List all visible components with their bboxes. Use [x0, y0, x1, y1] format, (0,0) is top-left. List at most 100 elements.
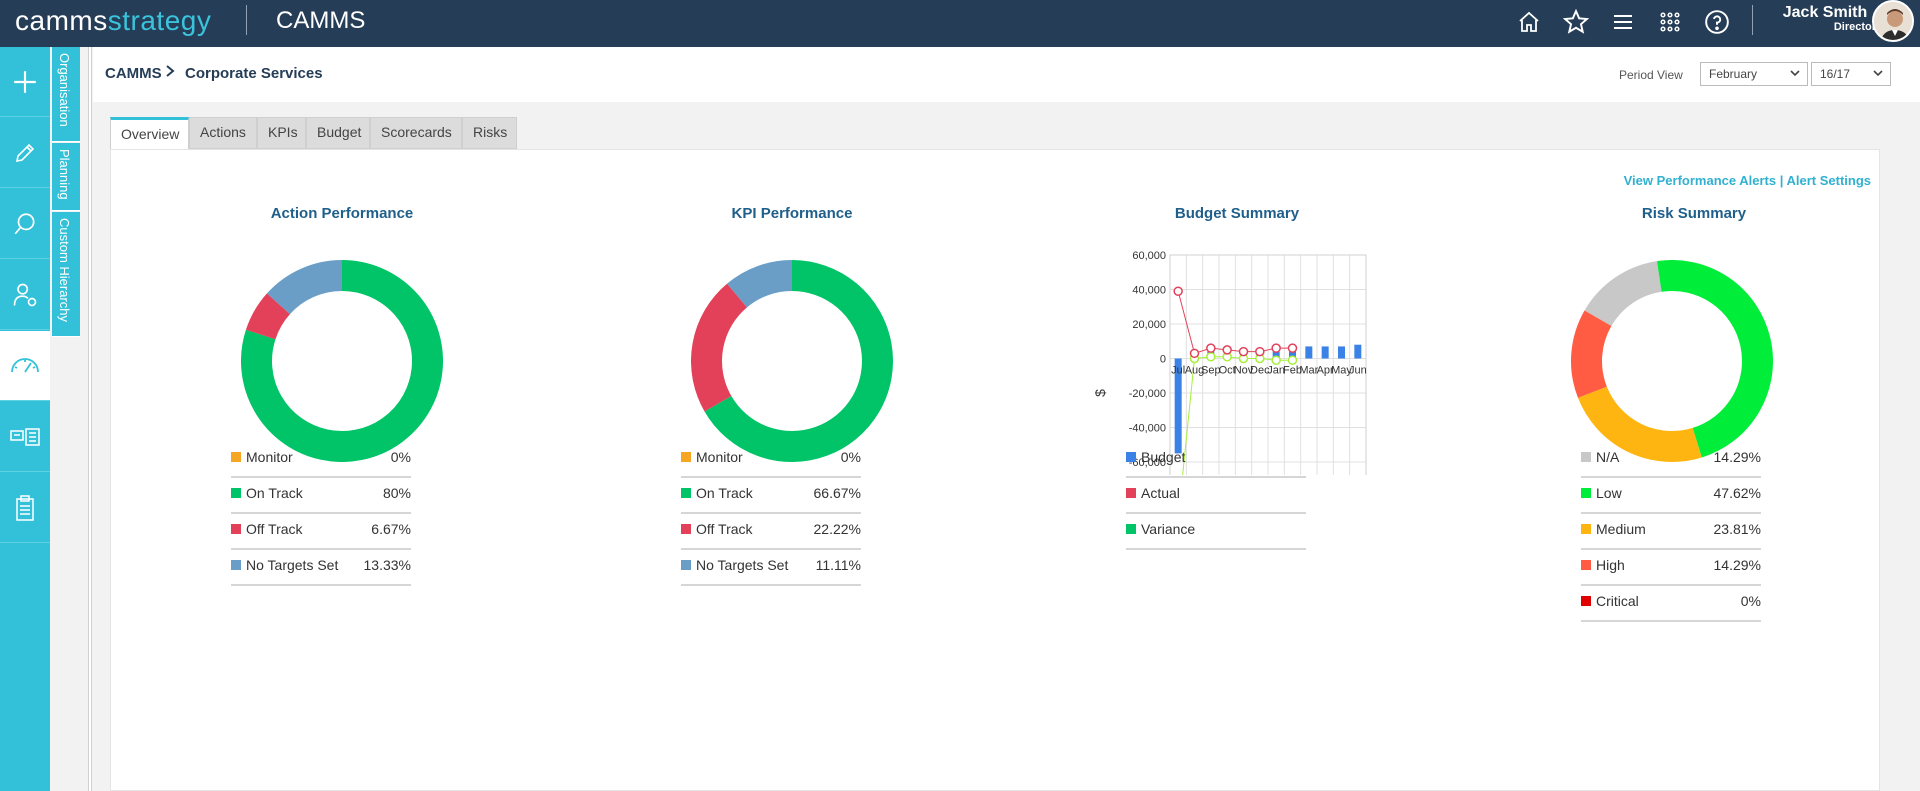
header-bar: CAMMS Corporate Services Period View Feb… [93, 47, 1920, 102]
risk-legend-row[interactable]: Low 47.62% [1581, 478, 1761, 514]
star-icon[interactable] [1561, 7, 1591, 37]
home-icon[interactable] [1514, 7, 1544, 37]
budget-bar[interactable] [1354, 344, 1362, 359]
kpi-slice-no-targets-set[interactable] [727, 260, 793, 308]
tab-actions[interactable]: Actions [189, 117, 257, 149]
legend-value: 14.29% [1713, 449, 1761, 465]
action-performance-donut[interactable] [241, 260, 443, 462]
cards-icon[interactable] [0, 402, 50, 472]
risk-slice-high[interactable] [1571, 310, 1612, 398]
budget-legend-row[interactable]: Variance [1126, 514, 1306, 550]
user-settings-icon[interactable] [0, 260, 50, 330]
vtab-organisation[interactable]: Organisation [52, 47, 80, 142]
budget-bar[interactable] [1289, 351, 1296, 359]
breadcrumb-root[interactable]: CAMMS [105, 65, 162, 82]
action-legend-row[interactable]: On Track 80% [231, 478, 411, 514]
budget-bar[interactable] [1174, 358, 1182, 454]
legend-label: Medium [1596, 521, 1646, 537]
kpi-legend-row[interactable]: No Targets Set 11.11% [681, 550, 861, 586]
user-role: Director [1833, 21, 1876, 33]
help-icon[interactable] [1702, 7, 1732, 37]
actual-point[interactable] [1222, 345, 1232, 355]
action-legend-row[interactable]: Monitor 0% [231, 442, 411, 478]
action-legend-row[interactable]: Off Track 6.67% [231, 514, 411, 550]
budget-bar[interactable] [1272, 351, 1280, 359]
budget-bar[interactable] [1338, 346, 1345, 359]
kpi-legend-row[interactable]: On Track 66.67% [681, 478, 861, 514]
variance-point[interactable] [1206, 352, 1216, 362]
document-icon[interactable] [0, 473, 50, 543]
add-icon[interactable] [0, 47, 50, 117]
variance-point[interactable] [1271, 355, 1281, 365]
x-tick-label: Mar [1299, 365, 1318, 377]
action-slice-on-track[interactable] [241, 260, 443, 462]
period-month-select[interactable]: February [1700, 62, 1808, 86]
action-slice-off-track[interactable] [245, 293, 291, 340]
budget-legend-row[interactable]: Actual [1126, 478, 1306, 514]
y-tick-label: 40,000 [1132, 285, 1166, 297]
kpi-performance-legend: Monitor 0% On Track 66.67% Off Track 22.22% No… [681, 442, 861, 586]
budget-bar[interactable] [1305, 346, 1313, 359]
kpi-performance-donut[interactable] [691, 260, 893, 462]
alerts-links: View Performance Alerts | Alert Settings [1624, 173, 1871, 188]
period-year-select[interactable]: 16/17 [1811, 62, 1891, 86]
alert-settings-link[interactable]: Alert Settings [1786, 173, 1871, 188]
risk-summary-legend: N/A 14.29% Low 47.62% Medium 23.81% High 14.29%… [1581, 442, 1761, 622]
tab-risks[interactable]: Risks [462, 117, 517, 149]
budget-legend-row[interactable]: Budget [1126, 442, 1306, 478]
action-legend-row[interactable]: No Targets Set 13.33% [231, 550, 411, 586]
tab-kpis[interactable]: KPIs [257, 117, 306, 149]
kpi-legend-row[interactable]: Monitor 0% [681, 442, 861, 478]
risk-summary-title: Risk Summary [1641, 205, 1747, 222]
vtab-custom-hierarchy[interactable]: Custom Hierarchy [52, 212, 80, 337]
risk-legend-row[interactable]: N/A 14.29% [1581, 442, 1761, 478]
tab-budget[interactable]: Budget [306, 117, 370, 149]
x-tick-label: Jan [1267, 365, 1285, 377]
x-tick-label: Oct [1219, 365, 1236, 377]
actual-point[interactable] [1238, 346, 1249, 357]
menu-icon[interactable] [1608, 7, 1638, 37]
risk-legend-row[interactable]: Critical 0% [1581, 586, 1761, 622]
app-title: CAMMS [276, 7, 366, 34]
avatar[interactable] [1872, 0, 1914, 42]
risk-summary-donut[interactable] [1571, 260, 1773, 462]
vtab-custom-hierarchy-label: Custom Hierarchy [57, 218, 72, 323]
risk-slice-n-a[interactable] [1584, 261, 1663, 327]
risk-legend-row[interactable]: Medium 23.81% [1581, 514, 1761, 550]
x-tick-label: Jun [1349, 365, 1367, 377]
app-logo[interactable]: cammsstrategy [15, 5, 211, 37]
actual-point[interactable] [1173, 286, 1183, 296]
search-icon[interactable] [0, 189, 50, 259]
tab-scorecards[interactable]: Scorecards [370, 117, 462, 149]
view-performance-alerts-link[interactable]: View Performance Alerts [1623, 173, 1777, 188]
actual-point[interactable] [1206, 343, 1216, 353]
actual-point[interactable] [1189, 348, 1200, 359]
pencil-icon[interactable] [0, 118, 50, 188]
actual-point[interactable] [1287, 343, 1298, 353]
variance-point[interactable] [1287, 355, 1298, 365]
legend-swatch [681, 452, 691, 462]
action-slice-no-targets-set[interactable] [266, 260, 343, 315]
vtab-planning[interactable]: Planning [52, 143, 80, 211]
logo-text-strategy: strategy [107, 5, 212, 36]
kpi-legend-row[interactable]: Off Track 22.22% [681, 514, 861, 550]
y-tick-label: -40,000 [1129, 423, 1166, 435]
kpi-slice-on-track[interactable] [704, 260, 893, 462]
x-tick-label: May [1331, 365, 1352, 377]
grid-icon[interactable] [1655, 7, 1685, 37]
actual-point[interactable] [1271, 343, 1281, 353]
risk-slice-low[interactable] [1656, 260, 1773, 458]
chevron-down-icon [1789, 67, 1801, 82]
period-month-value: February [1709, 67, 1758, 81]
legend-label: Variance [1141, 521, 1196, 537]
risk-slice-medium[interactable] [1577, 386, 1702, 462]
risk-legend-row[interactable]: High 14.29% [1581, 550, 1761, 586]
tab-overview[interactable]: Overview [110, 117, 189, 151]
dashboard-gauge-icon[interactable] [0, 331, 50, 401]
user-name[interactable]: Jack Smith [1782, 4, 1868, 21]
top-bar: cammsstrategy CAMMS Jack Smith Director [0, 0, 1920, 47]
actual-point[interactable] [1255, 346, 1265, 357]
kpi-slice-off-track[interactable] [691, 283, 748, 412]
budget-bar[interactable] [1321, 346, 1329, 359]
budget-summary-chart[interactable]: 60,000 40,000 20,000 0 -20,000 -40,000 -60,000… [1086, 235, 1376, 475]
